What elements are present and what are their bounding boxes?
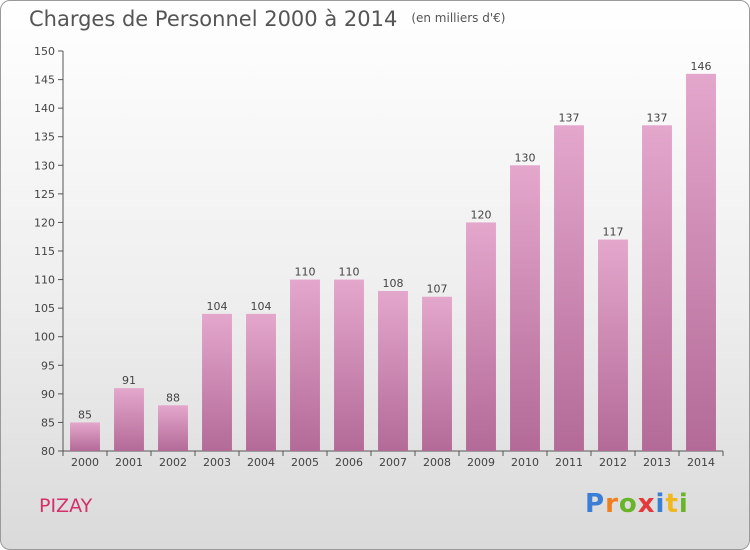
bar-value-label: 104 [207,300,228,313]
x-tick-label: 2010 [511,456,539,469]
bar-value-label: 104 [251,300,272,313]
bar-value-label: 88 [166,391,180,404]
x-tick-label: 2000 [71,456,99,469]
bar [378,291,408,451]
logo-letter: o [618,489,638,519]
x-tick-label: 2014 [687,456,715,469]
y-tick-label: 145 [34,74,55,87]
y-tick-label: 140 [34,102,55,115]
chart-title-text: Charges de Personnel 2000 à 2014 [29,7,398,31]
bar [158,405,188,451]
y-tick-label: 105 [34,302,55,315]
x-tick-label: 2006 [335,456,363,469]
logo-letter: i [678,489,689,519]
bar-value-label: 117 [603,226,624,239]
bar [334,279,364,451]
chart-title: Charges de Personnel 2000 à 2014 (en mill… [29,7,505,31]
x-tick-label: 2011 [555,456,583,469]
logo-letter: P [585,489,606,519]
x-tick-label: 2012 [599,456,627,469]
logo-letter: r [605,489,619,519]
chart-subtitle: (en milliers d'€) [411,11,506,25]
x-tick-label: 2007 [379,456,407,469]
y-tick-label: 125 [34,188,55,201]
bar-value-label: 110 [295,266,316,279]
logo-letter: x [637,489,656,519]
x-tick-label: 2001 [115,456,143,469]
bar [202,313,232,451]
bar [554,125,584,452]
bar [510,165,540,452]
x-tick-label: 2002 [159,456,187,469]
bar-value-label: 137 [647,111,668,124]
bar-value-label: 107 [427,283,448,296]
y-tick-label: 100 [34,331,55,344]
y-tick-label: 85 [41,416,55,429]
bar [246,313,276,451]
proxiti-logo: Proxiti [585,489,689,519]
bar [466,222,496,451]
x-tick-label: 2008 [423,456,451,469]
y-tick-label: 95 [41,359,55,372]
bar-value-label: 146 [691,60,712,73]
bar-value-label: 91 [122,374,136,387]
x-tick-label: 2009 [467,456,495,469]
bar-value-label: 85 [78,408,92,421]
x-tick-label: 2003 [203,456,231,469]
bar [290,279,320,451]
bar-value-label: 137 [559,111,580,124]
bar-value-label: 108 [383,277,404,290]
bar-value-label: 120 [471,208,492,221]
logo-letter: i [655,489,666,519]
bar [114,388,144,451]
y-tick-label: 120 [34,216,55,229]
commune-name: PIZAY [39,495,93,517]
y-tick-label: 130 [34,159,55,172]
bar-value-label: 130 [515,151,536,164]
x-tick-label: 2004 [247,456,275,469]
bar [70,422,100,451]
x-tick-label: 2005 [291,456,319,469]
y-tick-label: 135 [34,131,55,144]
bar [686,73,716,451]
bar [598,239,628,451]
bar [642,125,672,452]
bar-value-label: 110 [339,266,360,279]
y-tick-label: 90 [41,388,55,401]
bar [422,296,452,451]
y-tick-label: 150 [34,45,55,58]
x-tick-label: 2013 [643,456,671,469]
logo-letter: t [665,489,679,519]
y-tick-label: 110 [34,274,55,287]
y-tick-label: 80 [41,445,55,458]
y-tick-label: 115 [34,245,55,258]
